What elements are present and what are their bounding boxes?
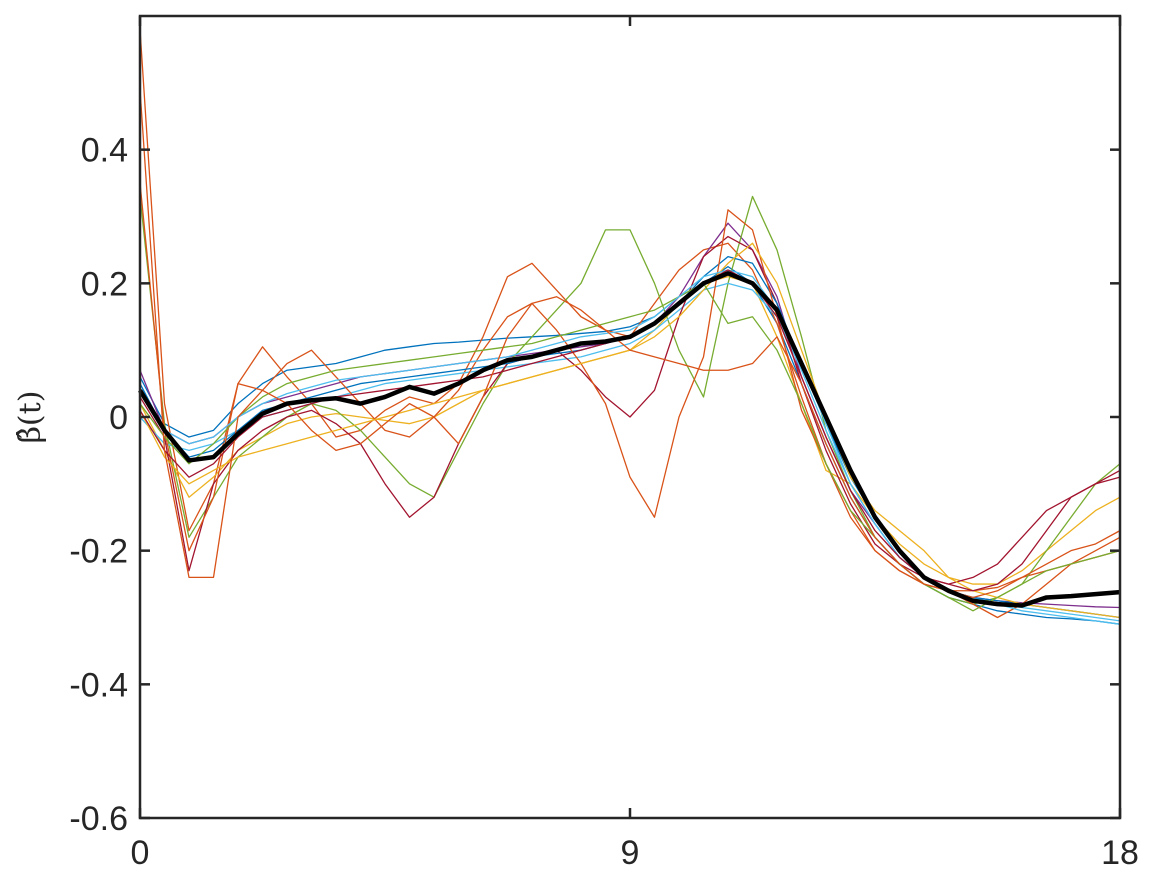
y-tick-label: 0.4 [81,132,128,170]
y-tick-label: 0 [109,399,128,437]
mean-layer [138,271,1121,608]
y-tick-label: -0.6 [69,800,128,838]
series-line-5 [139,195,1121,605]
tick-layer: -0.6 -0.4 -0.2 0 0.2 0.4 0 9 18 [69,16,1139,872]
series-line-11 [139,282,1121,612]
x-tick-label: 9 [621,834,640,872]
y-tick-label: -0.4 [69,666,128,704]
mean-line [138,271,1121,608]
y-tick-label: -0.2 [69,533,128,571]
x-tick-label: 0 [131,834,150,872]
y-tick-label: 0.2 [81,265,128,303]
y-axis-label: β̂(t) [13,391,48,444]
x-tick-label: 18 [1101,834,1139,872]
